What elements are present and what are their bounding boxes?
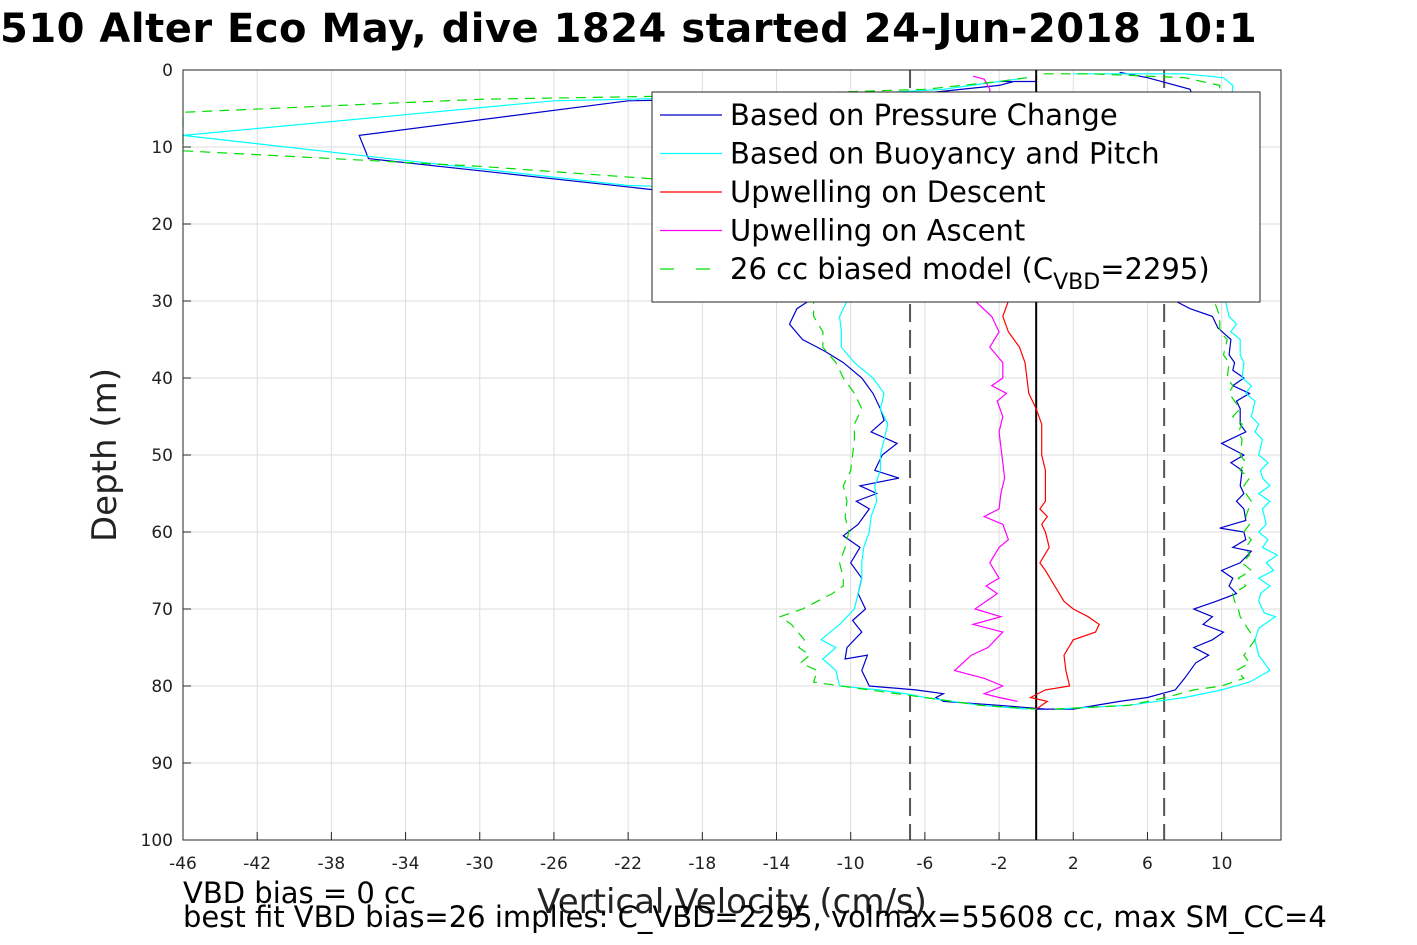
series-line — [182, 77, 1037, 710]
x-tick-label: -34 — [392, 854, 420, 874]
y-tick-label: 30 — [151, 292, 173, 312]
x-tick-label: -10 — [837, 854, 865, 874]
chart-title: 510 Alter Eco May, dive 1824 started 24-… — [0, 6, 1258, 52]
y-tick-label: 20 — [151, 215, 173, 235]
legend-label: Upwelling on Descent — [730, 175, 1046, 209]
y-tick-label: 100 — [141, 831, 173, 851]
series-line — [1036, 71, 1253, 710]
y-ticks: 0 10 20 30 40 50 60 70 80 90 100 — [141, 61, 191, 851]
x-tick-label: 10 — [1211, 854, 1233, 874]
series-line — [953, 75, 1018, 702]
y-tick-label: 90 — [151, 754, 173, 774]
legend: Based on Pressure Change Based on Buoyanc… — [651, 91, 1261, 303]
legend-box — [651, 91, 1261, 303]
footer-best-fit: best fit VBD bias=26 implies: C_VBD=2295… — [183, 900, 1327, 934]
x-tick-label: -14 — [763, 854, 791, 874]
legend-label: 26 cc biased model (CVBD=2295) — [730, 252, 1210, 295]
x-tick-label: -46 — [169, 854, 197, 874]
x-tick-label: -26 — [540, 854, 568, 874]
x-tick-label: -6 — [916, 854, 933, 874]
y-tick-label: 60 — [151, 523, 173, 543]
x-tick-label: -18 — [688, 854, 716, 874]
y-tick-label: 80 — [151, 677, 173, 697]
x-tick-label: -38 — [317, 854, 345, 874]
series-line — [1036, 73, 1256, 710]
series-line — [1002, 300, 1100, 710]
y-tick-label: 10 — [151, 138, 173, 158]
legend-label: Based on Buoyancy and Pitch — [730, 137, 1160, 171]
y-tick-label: 50 — [151, 446, 173, 466]
x-tick-label: -42 — [243, 854, 271, 874]
y-axis-label: Depth (m) — [85, 368, 125, 542]
footer-vbd-bias: VBD bias = 0 cc — [183, 876, 416, 910]
y-tick-label: 0 — [162, 61, 173, 81]
x-tick-label: -30 — [466, 854, 494, 874]
y-tick-label: 40 — [151, 369, 173, 389]
x-tick-label: 2 — [1068, 854, 1079, 874]
legend-label: Based on Pressure Change — [730, 98, 1118, 132]
x-ticks: -46 -42 -38 -34 -30 -26 -22 -18 -14 -10 -6 -2 2 6 10 — [169, 832, 1232, 874]
x-axis-label: Vertical Velocity (cm/s) — [537, 882, 927, 922]
legend-label: Upwelling on Ascent — [730, 214, 1025, 248]
x-tick-label: 6 — [1142, 854, 1153, 874]
x-tick-label: -22 — [614, 854, 642, 874]
y-tick-label: 70 — [151, 600, 173, 620]
x-tick-label: -2 — [991, 854, 1008, 874]
